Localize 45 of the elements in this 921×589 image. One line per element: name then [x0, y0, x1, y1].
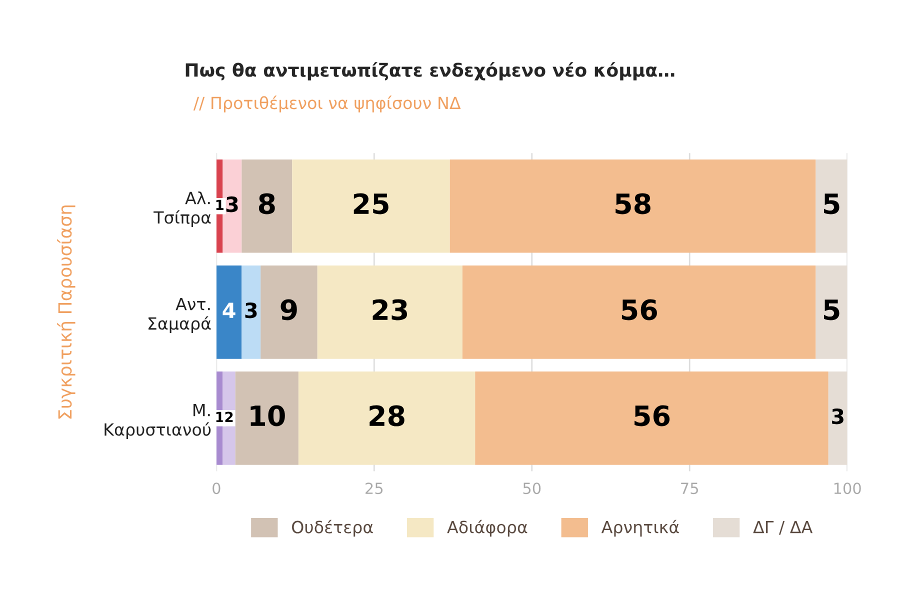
bar — [235, 372, 298, 465]
bar — [242, 160, 292, 253]
bar — [317, 266, 462, 359]
bar — [462, 266, 816, 359]
data-label: 3 — [832, 408, 844, 424]
data-label: 8 — [258, 193, 275, 214]
data-label: 23 — [372, 299, 408, 320]
data-label: 10 — [250, 405, 285, 426]
y-tick-label: Μ. Καρυστιανού — [104, 404, 211, 440]
data-label: 5 — [824, 300, 840, 320]
x-tick-label: 100 — [834, 482, 861, 494]
legend-label: ΔΓ / ΔΑ — [753, 521, 813, 535]
data-label: 1 — [216, 412, 224, 422]
bar — [298, 372, 476, 465]
chart-subtitle: // Προτιθέμενοι να ψηφίσουν ΝΔ — [193, 96, 461, 112]
bar — [450, 160, 816, 253]
legend-label: Ουδέτερα — [292, 520, 373, 537]
data-label: 4 — [222, 302, 236, 318]
legend-label: Αρνητικά — [601, 520, 679, 537]
chart-title: Πως θα αντιμετωπίζατε ενδεχόμενο νέο κόμμα… — [186, 62, 674, 80]
x-tick-label: 75 — [681, 482, 698, 494]
y-axis-title: Συγκριτική Παρουσίαση — [57, 206, 76, 419]
data-label: 2 — [225, 412, 233, 422]
data-label: 25 — [354, 193, 388, 214]
x-tick-label: 25 — [366, 482, 383, 494]
data-label: 56 — [634, 405, 670, 426]
legend-label: Αδιάφορα — [447, 520, 528, 537]
data-label: 3 — [226, 196, 238, 212]
data-label: 58 — [616, 193, 650, 214]
bar — [260, 266, 318, 359]
x-tick-label: 50 — [523, 482, 541, 494]
data-label: 1 — [216, 200, 224, 210]
data-label: 3 — [245, 302, 257, 318]
bar — [242, 266, 261, 359]
bar — [292, 160, 450, 253]
data-label: 5 — [824, 194, 840, 214]
x-tick-label: 0 — [212, 482, 220, 494]
bar — [222, 160, 242, 253]
data-label: 9 — [280, 299, 297, 320]
bar — [216, 266, 242, 359]
y-tick-label: Αλ. Τσίπρα — [154, 191, 211, 228]
data-label: 56 — [622, 299, 657, 320]
y-tick-label: Αντ. Σαμαρά — [148, 298, 211, 334]
bar — [475, 372, 828, 465]
data-label: 28 — [370, 405, 404, 426]
